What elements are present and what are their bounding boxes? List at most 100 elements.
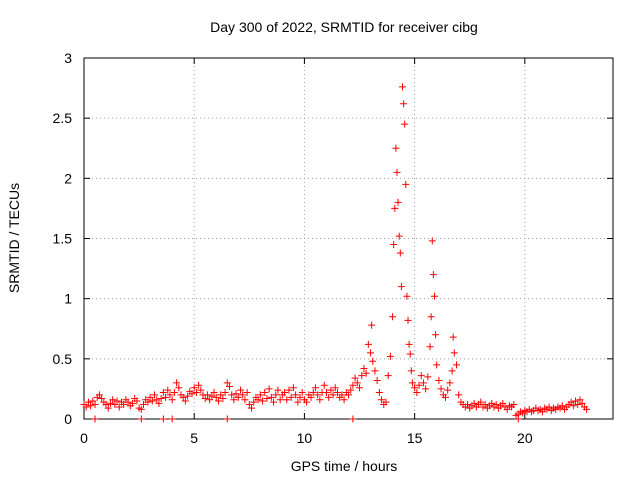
data-point: [120, 401, 128, 409]
data-point: [574, 401, 582, 409]
data-point: [223, 415, 231, 423]
data-point: [402, 180, 410, 188]
tick-layer: 0 0.5 1 1.5 2 2.5 3 0 5 10 15 20: [53, 50, 613, 446]
data-point: [89, 397, 97, 405]
data-point: [411, 384, 419, 392]
data-point: [397, 283, 405, 291]
x-tick-label: 10: [297, 430, 313, 446]
data-point: [492, 401, 500, 409]
data-point: [404, 316, 412, 324]
data-point: [294, 398, 302, 406]
x-axis-label: GPS time / hours: [291, 458, 398, 474]
data-point: [111, 401, 119, 409]
data-point: [576, 396, 584, 404]
data-point: [190, 384, 198, 392]
data-point: [395, 232, 403, 240]
data-point: [470, 399, 478, 407]
data-point: [569, 402, 577, 410]
data-point: [159, 389, 167, 397]
x-tick-label: 15: [407, 430, 423, 446]
data-point: [148, 397, 156, 405]
x-tick-label: 5: [190, 430, 198, 446]
data-point: [151, 391, 159, 399]
data-point: [347, 386, 355, 394]
data-point: [157, 395, 165, 403]
data-point: [254, 396, 262, 404]
data-point: [82, 403, 90, 411]
data-point: [162, 393, 170, 401]
data-point: [345, 391, 352, 399]
data-point: [314, 391, 322, 399]
data-point: [369, 357, 377, 365]
data-point: [373, 376, 381, 384]
data-point: [583, 405, 591, 413]
data-point: [393, 168, 401, 176]
data-point: [259, 397, 267, 405]
data-point: [115, 403, 123, 411]
data-point: [217, 391, 225, 399]
data-point: [140, 401, 148, 409]
data-point: [181, 397, 189, 405]
data-point: [449, 333, 457, 341]
data-point: [281, 389, 289, 397]
data-point: [203, 391, 211, 399]
data-point: [441, 393, 449, 401]
data-point: [283, 396, 291, 404]
data-point: [364, 340, 372, 348]
data-point: [307, 393, 315, 401]
data-point: [232, 390, 240, 398]
data-point: [558, 402, 566, 410]
data-point: [514, 415, 522, 423]
data-point: [133, 397, 141, 405]
data-point: [413, 389, 421, 397]
y-tick-label: 0: [64, 411, 72, 427]
data-point: [168, 415, 176, 423]
data-point: [351, 374, 359, 382]
data-point: [453, 361, 461, 369]
data-point: [391, 204, 399, 212]
data-point: [455, 391, 463, 399]
data-point: [386, 352, 394, 360]
data-point: [311, 384, 319, 392]
data-point: [403, 292, 411, 300]
data-point: [349, 415, 357, 423]
data-point: [503, 405, 511, 413]
data-point: [399, 83, 407, 91]
data-point: [239, 391, 247, 399]
data-point: [356, 384, 364, 392]
data-point: [173, 379, 181, 387]
data-point: [228, 391, 236, 399]
data-point: [95, 391, 103, 399]
data-point: [219, 395, 227, 403]
data-point: [137, 405, 145, 413]
data-point: [481, 401, 489, 409]
data-point: [256, 391, 264, 399]
data-point: [303, 398, 311, 406]
data-point: [201, 395, 209, 403]
data-point: [289, 384, 297, 392]
x-tick-label: 20: [517, 430, 533, 446]
data-point: [292, 391, 300, 399]
data-point: [353, 379, 361, 387]
data-point: [164, 386, 172, 394]
data-point: [320, 381, 328, 389]
data-point: [274, 386, 282, 394]
data-point: [428, 237, 436, 245]
data-point: [316, 396, 324, 404]
data-point: [265, 385, 273, 393]
data-point: [430, 292, 438, 300]
data-point: [225, 383, 233, 391]
data-point: [243, 389, 251, 397]
data-point: [276, 396, 284, 404]
data-point: [437, 385, 445, 393]
data-point: [429, 271, 437, 279]
chart-title: Day 300 of 2022, SRMTID for receiver cib…: [210, 19, 478, 35]
data-point: [109, 396, 117, 404]
data-point: [124, 398, 132, 406]
data-point: [104, 404, 112, 412]
data-point: [206, 396, 214, 404]
data-point: [464, 401, 472, 409]
data-point: [368, 321, 376, 329]
y-axis-label: SRMTID / TECUs: [6, 183, 22, 293]
